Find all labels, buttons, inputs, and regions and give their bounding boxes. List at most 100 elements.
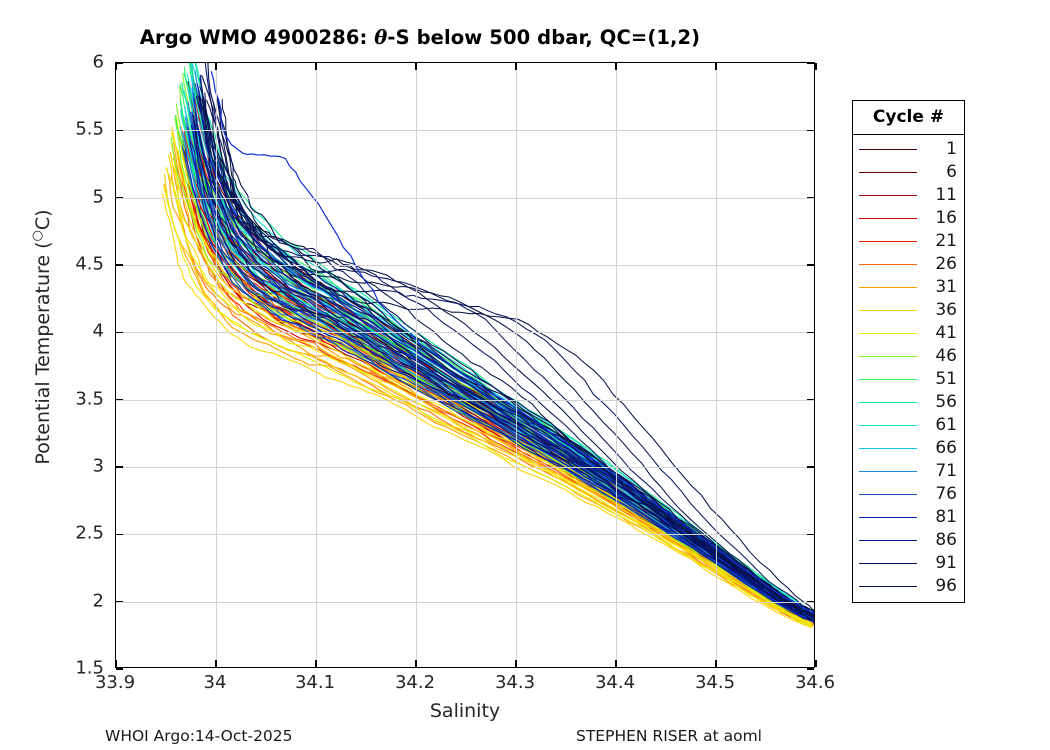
profile-curve — [185, 118, 814, 620]
gridline-vertical — [416, 63, 417, 667]
legend-color-swatch — [859, 494, 917, 495]
gridline-horizontal — [116, 467, 814, 468]
gridline-vertical — [216, 63, 217, 667]
profile-curve — [192, 111, 814, 620]
legend-entry[interactable]: 36 — [853, 299, 964, 322]
legend-color-swatch — [859, 540, 917, 541]
legend-color-swatch — [859, 333, 917, 334]
legend-color-swatch — [859, 310, 917, 311]
x-tick-mark — [415, 63, 417, 70]
x-tick-mark — [115, 63, 117, 70]
y-tick-mark — [807, 668, 814, 670]
theta-s-profile-curves — [161, 63, 814, 629]
legend-entry-label: 21 — [935, 231, 957, 251]
x-tick-label: 33.9 — [94, 672, 136, 693]
legend-entry[interactable]: 46 — [853, 345, 964, 368]
x-tick-mark — [115, 660, 117, 667]
profile-curve — [198, 88, 814, 617]
legend-entry[interactable]: 41 — [853, 322, 964, 345]
x-tick-mark — [715, 63, 717, 70]
legend-entry[interactable]: 81 — [853, 506, 964, 529]
x-tick-mark — [615, 63, 617, 70]
legend-entry-label: 76 — [935, 484, 957, 504]
profile-curve — [190, 124, 814, 621]
profile-curve — [192, 100, 814, 619]
profile-curve — [221, 99, 814, 612]
legend-entry[interactable]: 61 — [853, 414, 964, 437]
profile-curve — [183, 66, 814, 615]
profile-curve — [189, 141, 814, 623]
legend-entry[interactable]: 6 — [853, 161, 964, 184]
profile-curve — [184, 97, 814, 619]
profile-curve — [199, 86, 814, 617]
profile-curve — [170, 175, 814, 626]
profile-curve — [202, 96, 814, 618]
gridline-horizontal — [116, 265, 814, 266]
y-tick-mark — [807, 196, 814, 199]
y-tick-mark — [116, 129, 123, 132]
legend-color-swatch — [859, 195, 917, 196]
legend-entry[interactable]: 51 — [853, 368, 964, 391]
y-tick-mark — [116, 264, 123, 266]
y-tick-label: 4 — [92, 320, 104, 342]
title-suffix: -S below 500 dbar, QC=(1,2) — [387, 26, 701, 49]
legend-title: Cycle # — [853, 101, 964, 135]
legend-color-swatch — [859, 448, 917, 449]
profile-curve — [193, 97, 814, 618]
x-tick-label: 34.6 — [794, 672, 836, 693]
profile-curve — [170, 153, 813, 624]
gridline-horizontal — [116, 332, 814, 334]
x-tick-mark — [215, 63, 217, 70]
legend-entry-label: 51 — [935, 369, 957, 389]
plot-area — [115, 62, 817, 670]
gridline-horizontal — [116, 130, 814, 132]
legend-color-swatch — [859, 586, 917, 587]
legend-entry[interactable]: 91 — [853, 552, 964, 575]
title-prefix: Argo WMO 4900286: — [139, 26, 375, 49]
legend-entry-label: 46 — [935, 346, 957, 366]
x-tick-label: 34.1 — [294, 672, 336, 693]
legend-entry[interactable]: 31 — [853, 276, 964, 299]
legend-entry[interactable]: 71 — [853, 460, 964, 483]
x-tick-label: 34.4 — [594, 672, 636, 693]
legend-entry[interactable]: 66 — [853, 437, 964, 460]
gridline-horizontal — [116, 534, 814, 536]
legend-entry[interactable]: 76 — [853, 483, 964, 506]
legend-entry[interactable]: 26 — [853, 253, 964, 276]
profile-curve — [195, 96, 814, 618]
y-tick-label: 3 — [92, 455, 104, 477]
legend-color-swatch — [859, 379, 917, 380]
legend-entry[interactable]: 11 — [853, 184, 964, 207]
plot-clip — [116, 63, 814, 667]
x-tick-mark — [715, 660, 717, 667]
profile-curve — [204, 92, 814, 617]
legend-entry[interactable]: 16 — [853, 207, 964, 230]
legend-entry[interactable]: 21 — [853, 230, 964, 253]
y-tick-label: 2.5 — [75, 522, 104, 544]
x-tick-mark — [615, 660, 617, 667]
profile-curve — [184, 106, 814, 619]
legend-entry[interactable]: 86 — [853, 529, 964, 552]
profile-curve — [191, 111, 814, 620]
footer-right-text: STEPHEN RISER at aoml — [576, 727, 762, 745]
x-tick-mark — [315, 63, 317, 70]
gridline-horizontal — [116, 601, 814, 603]
page-title: Argo WMO 4900286: θ-S below 500 dbar, QC… — [0, 26, 840, 49]
y-tick-mark — [807, 129, 814, 132]
legend-color-swatch — [859, 264, 917, 265]
profile-curve — [216, 95, 814, 615]
legend-entry[interactable]: 96 — [853, 575, 964, 598]
y-tick-mark — [807, 398, 814, 401]
profile-curve — [165, 166, 813, 626]
profile-curve — [191, 84, 814, 617]
legend-entry[interactable]: 56 — [853, 391, 964, 414]
profile-curve — [192, 114, 814, 621]
y-tick-mark — [116, 668, 123, 670]
profile-curve — [207, 63, 814, 613]
gridline-horizontal — [116, 399, 814, 401]
x-tick-mark — [215, 660, 217, 667]
legend-entries: 1 6 11 16 21 26 31 36 41 46 51 56 61 66 71 76 81 86 91 96 — [853, 135, 964, 602]
legend-entry[interactable]: 1 — [853, 138, 964, 161]
gridline-vertical — [616, 63, 617, 667]
